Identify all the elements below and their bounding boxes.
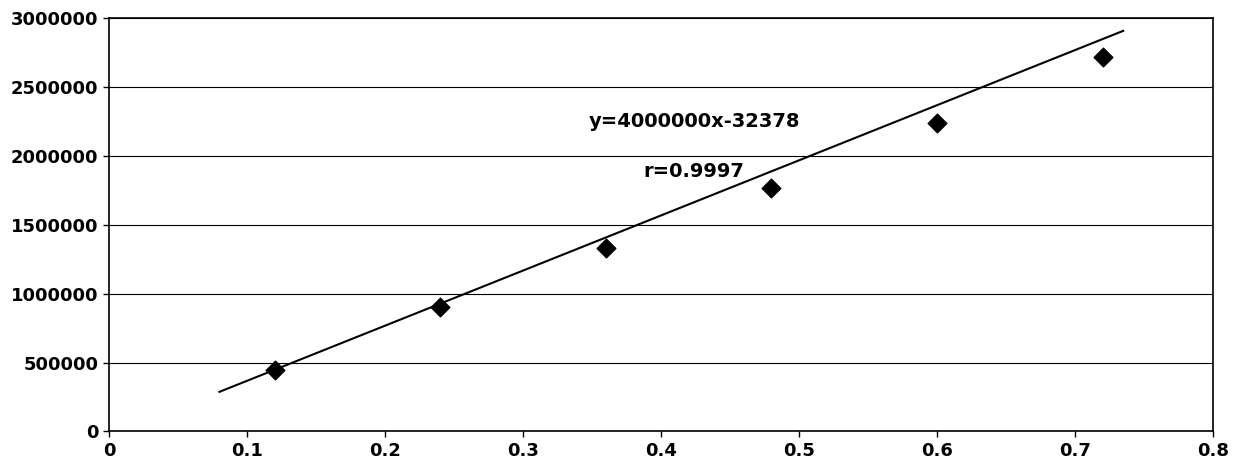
Point (761, 184, 781, 191)
Point (596, 244, 616, 252)
Point (430, 304, 450, 311)
Point (928, 119, 947, 127)
Point (1092, 53, 1112, 60)
Point (264, 366, 284, 374)
Text: r=0.9997: r=0.9997 (644, 162, 744, 180)
Text: y=4000000x-32378: y=4000000x-32378 (588, 112, 800, 131)
